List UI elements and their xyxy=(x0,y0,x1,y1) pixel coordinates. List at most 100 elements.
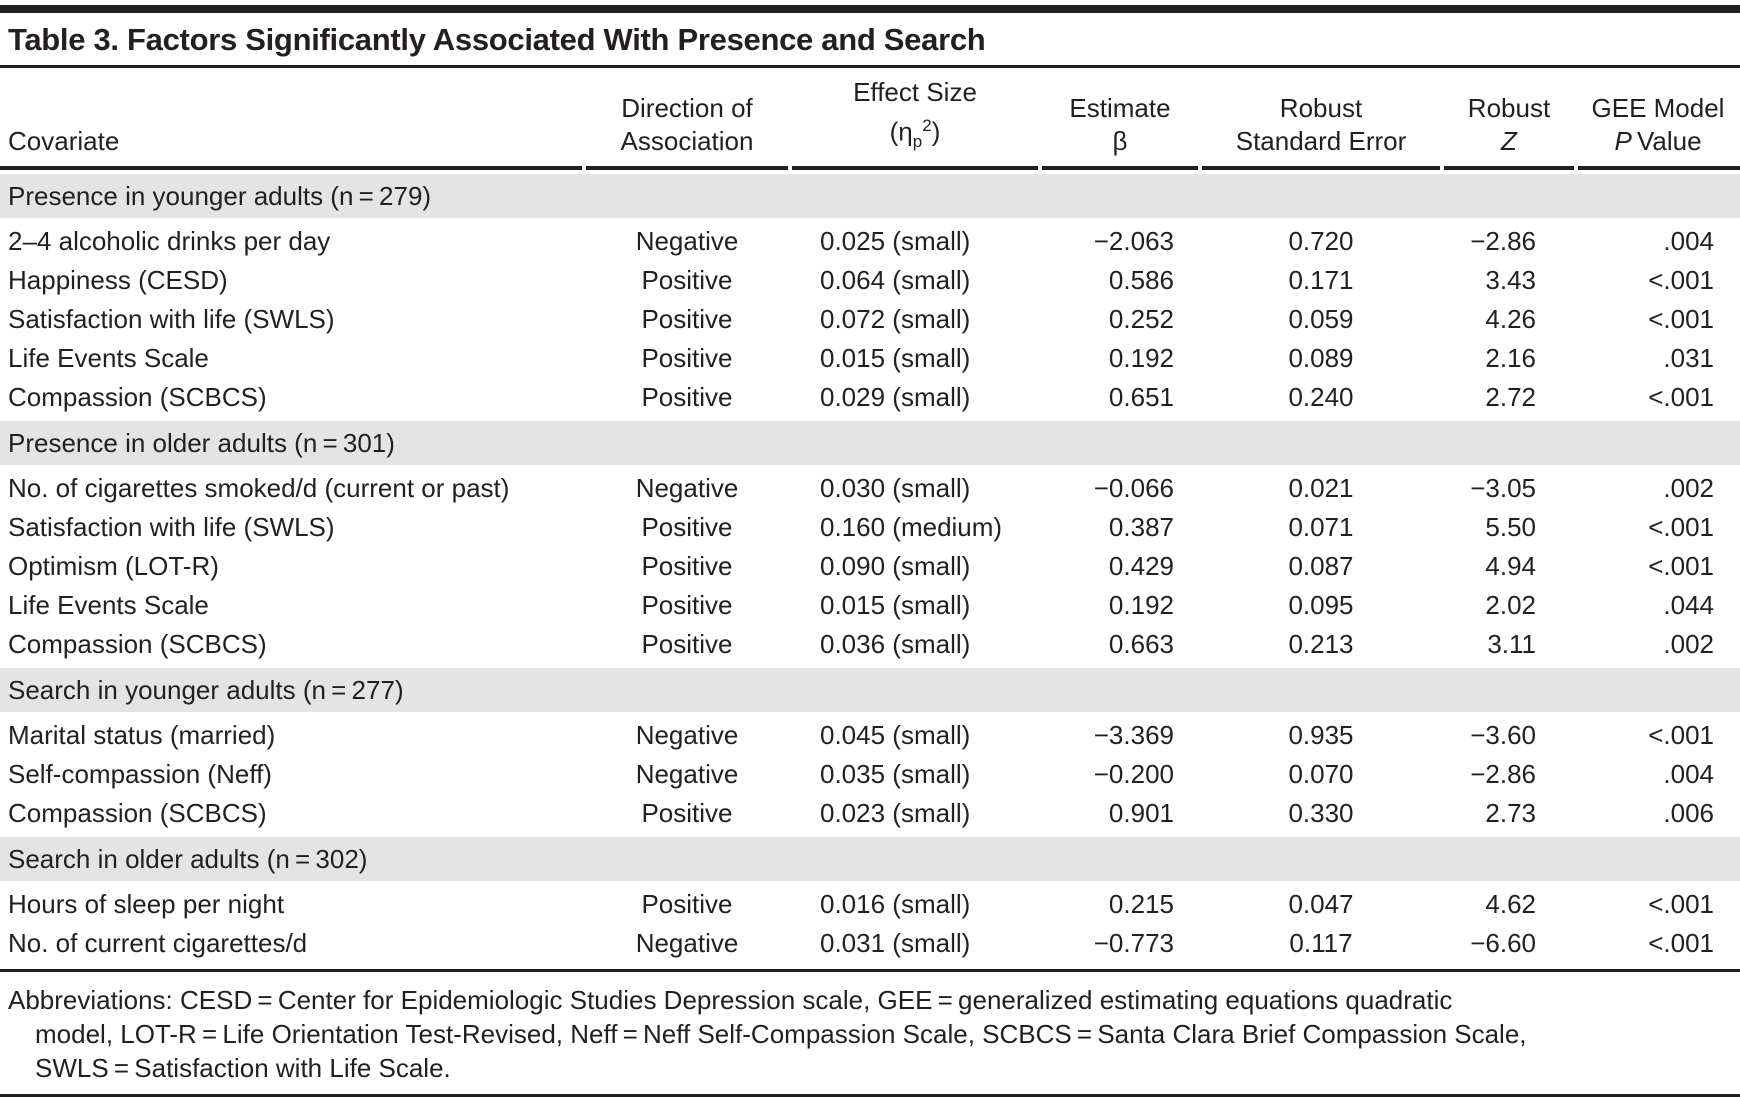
cell-effect-size: 0.029 (small) xyxy=(820,381,971,412)
header-label-line2: Association xyxy=(620,125,754,156)
column-header-estimate: Estimate β xyxy=(1040,68,1200,170)
cell-effect-size: 0.035 (small) xyxy=(820,758,971,789)
table-row: Life Events Scale Positive 0.015 (small) 0.… xyxy=(0,586,1740,625)
cell-p-value: .006 xyxy=(1663,797,1714,828)
cell-direction: Positive xyxy=(641,511,733,542)
cell-p-value: <.001 xyxy=(1648,264,1714,295)
eta-symbol: (η xyxy=(889,116,913,147)
table-row: 2–4 alcoholic drinks per day Negative 0.02… xyxy=(0,222,1740,261)
cell-covariate: Self-compassion (Neff) xyxy=(8,758,272,789)
section-row: Search in older adults (n = 302) xyxy=(0,833,1740,885)
table-row: Self-compassion (Neff) Negative 0.035 (sma… xyxy=(0,755,1740,794)
header-label-line2: β xyxy=(1112,125,1128,156)
cell-robust-z: −2.86 xyxy=(1470,225,1536,256)
cell-robust-se: 0.059 xyxy=(1288,303,1354,334)
cell-covariate: Optimism (LOT-R) xyxy=(8,550,219,581)
cell-p-value: .044 xyxy=(1663,589,1714,620)
table-row: No. of current cigarettes/d Negative 0.031… xyxy=(0,924,1740,963)
table-body: Presence in younger adults (n = 279) 2–4 … xyxy=(0,170,1740,963)
header-label-line2: Z xyxy=(1501,125,1517,156)
cell-p-value: .004 xyxy=(1663,225,1714,256)
cell-robust-z: 2.73 xyxy=(1485,797,1536,828)
column-header-direction: Direction of Association xyxy=(584,68,790,170)
table-bottom-rule xyxy=(0,968,1740,972)
cell-estimate: 0.651 xyxy=(1108,381,1174,412)
section-label: Search in younger adults (n = 277) xyxy=(0,667,1740,712)
table-title: Table 3. Factors Significantly Associate… xyxy=(8,22,986,57)
cell-p-value: <.001 xyxy=(1648,381,1714,412)
footnote-line: SWLS = Satisfaction with Life Scale. xyxy=(35,1052,451,1083)
figure-bottom-rule xyxy=(0,1093,1740,1097)
column-header-robust-z: Robust Z xyxy=(1442,68,1576,170)
table-footnote: Abbreviations: CESD = Center for Epidemi… xyxy=(0,972,1740,1094)
cell-robust-se: 0.071 xyxy=(1288,511,1354,542)
section-label: Presence in older adults (n = 301) xyxy=(0,420,1740,465)
cell-robust-z: 4.94 xyxy=(1485,550,1536,581)
cell-direction: Negative xyxy=(635,225,739,256)
section-cell: Presence in younger adults (n = 279) xyxy=(0,170,1740,222)
cell-estimate: 0.429 xyxy=(1108,550,1174,581)
column-header-p-value: GEE Model P Value xyxy=(1576,68,1740,170)
cell-p-value: <.001 xyxy=(1648,303,1714,334)
section-row: Presence in younger adults (n = 279) xyxy=(0,170,1740,222)
cell-robust-z: 2.02 xyxy=(1485,589,1536,620)
section-cell: Presence in older adults (n = 301) xyxy=(0,417,1740,469)
cell-direction: Negative xyxy=(635,472,739,503)
cell-p-value: <.001 xyxy=(1648,888,1714,919)
title-divider-rule xyxy=(0,65,1740,68)
table-row: Compassion (SCBCS) Positive 0.023 (small) 0… xyxy=(0,794,1740,833)
cell-effect-size: 0.025 (small) xyxy=(820,225,971,256)
header-label-line1: Robust xyxy=(1279,92,1363,123)
cell-estimate: 0.192 xyxy=(1108,342,1174,373)
cell-robust-z: 3.11 xyxy=(1487,628,1536,659)
cell-direction: Positive xyxy=(641,797,733,828)
cell-robust-se: 0.070 xyxy=(1288,758,1354,789)
header-label-line1: Robust xyxy=(1467,92,1551,123)
cell-robust-se: 0.171 xyxy=(1288,264,1354,295)
cell-direction: Positive xyxy=(641,589,733,620)
cell-covariate: Compassion (SCBCS) xyxy=(8,797,267,828)
cell-estimate: −0.773 xyxy=(1093,927,1174,958)
cell-p-value: .002 xyxy=(1663,628,1714,659)
section-label: Presence in younger adults (n = 279) xyxy=(0,173,1740,218)
cell-covariate: 2–4 alcoholic drinks per day xyxy=(8,225,331,256)
cell-estimate: 0.901 xyxy=(1108,797,1174,828)
value-label: Value xyxy=(1631,125,1702,156)
cell-p-value: <.001 xyxy=(1648,511,1714,542)
cell-covariate: Marital status (married) xyxy=(8,719,276,750)
cell-robust-z: −3.05 xyxy=(1470,472,1536,503)
cell-estimate: 0.663 xyxy=(1108,628,1174,659)
cell-direction: Negative xyxy=(635,719,739,750)
header-label-line1: Effect Size xyxy=(853,77,977,107)
cell-direction: Negative xyxy=(635,758,739,789)
cell-covariate: Compassion (SCBCS) xyxy=(8,628,267,659)
table-row: Compassion (SCBCS) Positive 0.029 (small) 0… xyxy=(0,378,1740,417)
cell-robust-z: 2.72 xyxy=(1485,381,1536,412)
cell-robust-z: −3.60 xyxy=(1470,719,1536,750)
cell-robust-z: 5.50 xyxy=(1485,511,1536,542)
cell-effect-size: 0.023 (small) xyxy=(820,797,971,828)
cell-covariate: Life Events Scale xyxy=(8,589,209,620)
cell-estimate: −0.066 xyxy=(1093,472,1174,503)
cell-direction: Positive xyxy=(641,381,733,412)
cell-direction: Positive xyxy=(641,303,733,334)
table-row: Life Events Scale Positive 0.015 (small) 0.… xyxy=(0,339,1740,378)
table-row: Hours of sleep per night Positive 0.016 (s… xyxy=(0,885,1740,924)
header-label-line2: P Value xyxy=(1576,125,1740,158)
cell-robust-z: 3.43 xyxy=(1485,264,1536,295)
section-row: Search in younger adults (n = 277) xyxy=(0,664,1740,716)
section-row: Presence in older adults (n = 301) xyxy=(0,417,1740,469)
cell-effect-size: 0.045 (small) xyxy=(820,719,971,750)
cell-robust-se: 0.117 xyxy=(1289,927,1353,958)
cell-p-value: <.001 xyxy=(1648,927,1714,958)
cell-effect-size: 0.030 (small) xyxy=(820,472,971,503)
cell-robust-se: 0.213 xyxy=(1288,628,1354,659)
header-label-line2: Standard Error xyxy=(1235,125,1407,156)
table-row: Satisfaction with life (SWLS) Positive 0.0… xyxy=(0,300,1740,339)
cell-robust-z: 4.62 xyxy=(1485,888,1536,919)
cell-effect-size: 0.015 (small) xyxy=(820,342,971,373)
cell-robust-se: 0.089 xyxy=(1288,342,1354,373)
header-label-line2: (ηp2) xyxy=(790,109,1040,158)
header-label-line1: Direction of xyxy=(621,92,753,123)
